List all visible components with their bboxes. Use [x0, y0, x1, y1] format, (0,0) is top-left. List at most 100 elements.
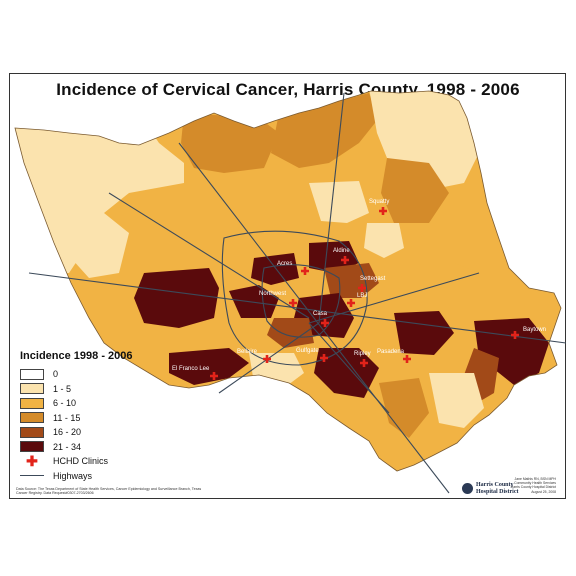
clinic-markers: Squatty Acres Aldine Settegast Northwest LBJ C…: [172, 199, 546, 381]
clinic-cross-icon: [379, 207, 388, 215]
clinic-label: Gulfgate: [296, 348, 319, 354]
clinic-marker: Squatty: [369, 199, 389, 215]
clinic-label: Pasadena: [377, 349, 405, 355]
clinic-cross-icon: [320, 354, 329, 363]
highway-us90: [308, 272, 480, 324]
logo-line: Harris County: [476, 482, 514, 488]
clinic-cross-icon: [289, 299, 298, 307]
region-northwest: [15, 113, 184, 273]
credit-line: Harris County Hospital District: [510, 485, 556, 490]
logo-text: Harris County Hospital District: [476, 482, 534, 495]
map-legend: Incidence 1998 - 2006 0 1 - 5 6 - 10 11 …: [20, 350, 170, 483]
clinic-label: Settegast: [360, 276, 386, 282]
region-central-brown: [267, 318, 314, 348]
clinic-marker: Bellaire: [237, 349, 272, 364]
clinic-label: Northwest: [259, 291, 286, 297]
legend-label: 21 - 34: [53, 441, 82, 452]
credit-line: August 25, 2008: [531, 489, 556, 494]
highway-sh225: [308, 322, 390, 414]
region-aldine: [309, 241, 359, 273]
clinic-cross-icon: [403, 355, 412, 364]
globe-icon: [462, 483, 473, 494]
highway-us59-north: [318, 92, 345, 324]
legend-label: 16 - 20: [53, 427, 82, 438]
legend-label: 0: [53, 369, 59, 380]
clinic-label: Baytown: [523, 327, 546, 333]
region-west-dark: [134, 268, 219, 328]
clinic-label: Acres: [277, 261, 292, 267]
legend-label: 11 - 15: [53, 412, 81, 423]
clinic-cross-icon: [360, 359, 369, 368]
clinic-cross-icon: [210, 372, 218, 381]
clinic-marker: Settegast: [358, 276, 386, 292]
clinic-cross-icon: [341, 256, 350, 264]
legend-swatch: [20, 397, 44, 409]
legend-title: Incidence 1998 - 2006: [20, 350, 133, 362]
region-east-north: [381, 158, 449, 223]
legend-clinics: ✚ HCHD Clinics: [20, 454, 170, 469]
region-southeast-light: [429, 373, 484, 428]
clinic-cross-icon: ✚: [26, 453, 38, 470]
clinic-label: Bellaire: [237, 349, 258, 355]
data-source-note: Data Source: The Texas Department of Sta…: [16, 487, 202, 496]
legend-item: 21 - 34: [20, 440, 170, 455]
legend-clinics-label: HCHD Clinics: [53, 456, 109, 467]
legend-item: 6 - 10: [20, 396, 170, 411]
region-squatty-area: [309, 181, 369, 223]
clinic-label: Casa: [313, 311, 328, 317]
clinic-marker: Ripley: [354, 351, 371, 368]
clinic-marker: LBJ: [347, 293, 367, 307]
clinic-marker: Gulfgate: [296, 348, 329, 363]
clinic-cross-icon: [347, 299, 356, 307]
highway-us290: [108, 192, 310, 319]
map-credits: Jane Mathis RN, BSN MPH Community Health…: [496, 477, 556, 494]
clinic-cross-icon: [321, 319, 330, 327]
legend-swatch: [20, 383, 44, 395]
clinic-cross-icon: [511, 331, 519, 340]
region-west-light: [69, 213, 129, 278]
clinic-marker: Aldine: [333, 248, 350, 264]
legend-item: 11 - 15: [20, 411, 170, 426]
credit-line: Community Health Services: [514, 481, 556, 486]
logo-line: Hospital District: [476, 488, 519, 495]
highway-beltway: [221, 230, 368, 366]
region-southwest-dark: [169, 348, 249, 385]
clinic-label: Aldine: [333, 248, 350, 254]
clinic-label: Squatty: [369, 199, 389, 205]
clinic-marker: Pasadena: [377, 349, 412, 364]
clinic-label: Ripley: [354, 351, 371, 357]
hospital-district-logo: Harris County Hospital District: [462, 482, 534, 495]
clinic-cross-icon: [358, 284, 367, 292]
clinic-cross-icon: [301, 267, 310, 275]
clinic-label: LBJ: [357, 293, 367, 299]
legend-item: 0: [20, 367, 170, 382]
legend-label: 1 - 5: [53, 383, 72, 394]
region-east-light: [364, 223, 404, 258]
legend-label: 6 - 10: [53, 398, 77, 409]
region-east-mid: [449, 203, 499, 273]
clinic-label: El Franco Lee: [172, 366, 210, 372]
legend-item: 16 - 20: [20, 425, 170, 440]
clinic-marker: Casa: [313, 311, 330, 327]
clinic-marker: Acres: [277, 261, 310, 275]
clinic-marker: El Franco Lee: [172, 366, 218, 381]
region-northwest-clinic: [229, 285, 279, 318]
credit-line: Jane Mathis RN, BSN MPH: [514, 477, 556, 481]
legend-classes: 0 1 - 5 6 - 10 11 - 15 16 - 20 21 - 34: [20, 367, 170, 454]
legend-item: 1 - 5: [20, 382, 170, 397]
highway-i45: [178, 142, 450, 494]
highway-line-icon: [20, 475, 44, 477]
highways: [28, 92, 566, 494]
legend-highways: Highways: [20, 469, 170, 484]
legend-swatch: [20, 412, 44, 424]
legend-highways-label: Highways: [53, 470, 93, 481]
clinic-marker: Baytown: [511, 327, 546, 340]
clinic-cross-icon: [263, 355, 272, 364]
legend-swatch: [20, 441, 44, 453]
legend-swatch: [20, 426, 44, 438]
county-map: Squatty Acres Aldine Settegast Northwest LBJ C…: [14, 90, 566, 494]
clinic-marker: Northwest: [259, 291, 298, 307]
region-pasadena-south: [379, 378, 429, 438]
highway-i10: [28, 272, 566, 344]
legend-swatch: [20, 368, 44, 380]
